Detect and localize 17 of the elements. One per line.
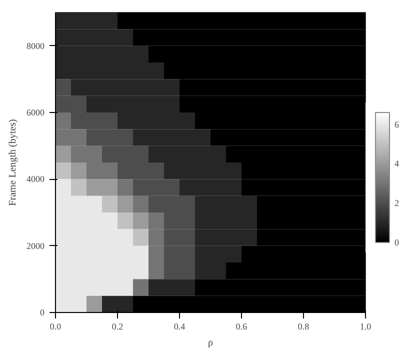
color-bar-label: 0 <box>394 238 400 248</box>
color-bar-label: 2 <box>394 198 399 208</box>
x-tick-label: 1.0 <box>360 322 372 332</box>
y-tick-label: 6000 <box>26 108 45 118</box>
x-tick-label: 0.0 <box>50 322 62 332</box>
color-bar-label: 6 <box>394 119 400 130</box>
y-tick-label: 0 <box>40 308 45 318</box>
x-tick-label: 0.4 <box>174 322 186 332</box>
color-bar-label: 4 <box>394 158 400 169</box>
y-tick-label: 2000 <box>26 240 45 251</box>
x-tick-label: 0.8 <box>298 322 310 332</box>
x-axis-title: ρ <box>208 338 214 348</box>
x-tick-label: 0.6 <box>236 322 248 332</box>
y-tick-label: 4000 <box>26 174 45 184</box>
y-tick-label: 8000 <box>26 40 45 51</box>
y-axis-title: Frame Length (bytes) <box>8 119 18 206</box>
x-tick-label: 0.2 <box>112 322 124 332</box>
